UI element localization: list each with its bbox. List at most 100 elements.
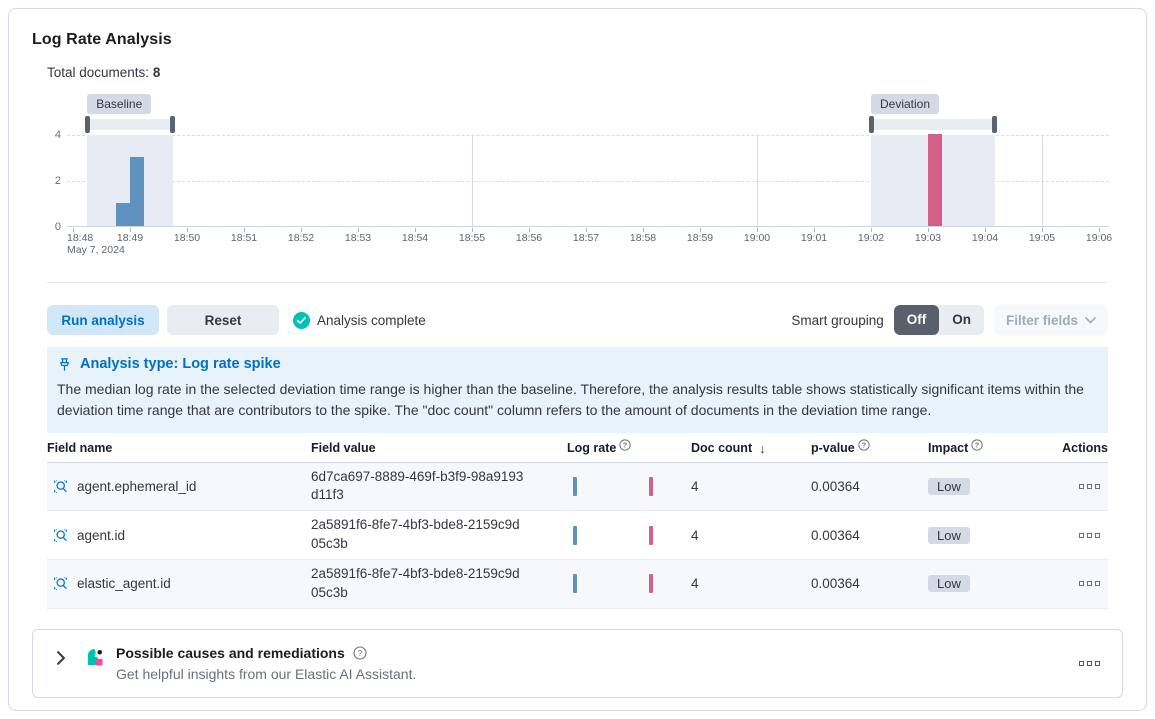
log-rate-cell xyxy=(567,476,691,496)
x-axis-tick-label: 18:51 xyxy=(230,232,258,244)
x-axis-tick-label: 18:55 xyxy=(458,232,486,244)
impact-cell: Low xyxy=(928,575,1045,593)
table-header-row: Field name Field value Log rate? Doc cou… xyxy=(47,439,1108,463)
x-axis-tick-label: 19:01 xyxy=(800,232,828,244)
table-row: agent.id 2a5891f6-8fe7-4bf3-bde8-2159c9d0… xyxy=(47,511,1108,561)
pin-icon xyxy=(60,357,69,371)
x-axis-tick-label: 19:02 xyxy=(857,232,885,244)
field-value-cell: 2a5891f6-8fe7-4bf3-bde8-2159c9d05c3b xyxy=(311,517,520,552)
controls-row: Run analysis Reset Analysis complete Sma… xyxy=(47,305,1108,335)
callout-title: Analysis type: Log rate spike xyxy=(80,356,281,372)
field-name-cell: agent.ephemeral_id xyxy=(47,478,311,495)
analysis-status-label: Analysis complete xyxy=(317,312,426,328)
deviation-brush[interactable] xyxy=(869,116,997,133)
log-rate-cell xyxy=(567,525,691,545)
field-name-text: agent.id xyxy=(77,527,126,543)
filter-fields-label: Filter fields xyxy=(1005,312,1078,328)
assistant-actions-button[interactable] xyxy=(1077,659,1102,668)
smart-grouping-off-button[interactable]: Off xyxy=(893,305,940,335)
y-axis-tick-2: 2 xyxy=(54,175,61,187)
header-log-rate[interactable]: Log rate? xyxy=(567,439,691,455)
row-actions-button[interactable] xyxy=(1077,579,1102,588)
document-count-chart: Baseline Deviation 4 2 0 18:48 18:49 18:50… xyxy=(47,92,1113,258)
p-value-cell: 0.00364 xyxy=(811,527,860,543)
header-doc-count[interactable]: Doc count ↓ xyxy=(691,440,766,456)
deviation-histogram-bar xyxy=(928,134,942,226)
doc-count-cell: 4 xyxy=(691,576,699,592)
filter-fields-button[interactable]: Filter fields xyxy=(993,305,1108,335)
x-axis-tick-label: 18:58 xyxy=(629,232,657,244)
field-filter-icon[interactable] xyxy=(52,478,69,495)
baseline-brush-right-handle[interactable] xyxy=(169,116,175,133)
field-filter-icon[interactable] xyxy=(52,527,69,544)
deviation-brush-right-handle[interactable] xyxy=(991,116,997,133)
smart-grouping-label: Smart grouping xyxy=(791,312,884,328)
x-axis-tick-label: 19:06 xyxy=(1085,232,1113,244)
table-row: elastic_agent.id 2a5891f6-8fe7-4bf3-bde8-… xyxy=(47,560,1108,609)
x-axis-tick-label: 18:54 xyxy=(401,232,429,244)
x-axis-tick-label: 18:49 xyxy=(116,232,144,244)
impact-cell: Low xyxy=(928,526,1045,544)
field-value-cell: 6d7ca697-8889-469f-b3f9-98a9193d11f3 xyxy=(311,468,524,503)
log-rate-baseline-bar xyxy=(573,476,577,496)
expand-accordion-button[interactable] xyxy=(53,649,69,670)
analysis-results-table: Field name Field value Log rate? Doc cou… xyxy=(47,439,1108,609)
row-actions-button[interactable] xyxy=(1077,531,1102,540)
chevron-right-icon xyxy=(57,651,65,665)
x-axis-tick-label: 19:00 xyxy=(743,232,771,244)
deviation-badge: Deviation xyxy=(871,94,940,114)
log-rate-deviation-bar xyxy=(649,525,653,545)
help-icon[interactable]: ? xyxy=(353,646,367,660)
p-value-cell: 0.00364 xyxy=(811,576,860,592)
baseline-badge: Baseline xyxy=(87,94,152,114)
field-filter-icon[interactable] xyxy=(52,575,69,592)
smart-grouping-toggle: Off On xyxy=(893,305,984,335)
analysis-type-callout: Analysis type: Log rate spike The median… xyxy=(47,347,1108,433)
header-p-value[interactable]: p-value? xyxy=(811,439,928,455)
info-icon[interactable]: ? xyxy=(971,439,983,451)
total-documents: Total documents: 8 xyxy=(47,65,1123,80)
x-axis-tick-label: 18:48 xyxy=(67,232,94,244)
svg-text:?: ? xyxy=(623,441,628,450)
possible-causes-panel: Possible causes and remediations ? Get h… xyxy=(32,628,1123,698)
header-field-value[interactable]: Field value xyxy=(311,441,376,456)
doc-count-cell: 4 xyxy=(691,478,699,494)
baseline-histogram-bar xyxy=(130,157,144,226)
header-impact[interactable]: Impact? xyxy=(928,439,1045,455)
x-axis-tick-label: 18:50 xyxy=(173,232,201,244)
x-axis-tick-label: 19:04 xyxy=(971,232,999,244)
baseline-brush-left-handle[interactable] xyxy=(85,116,91,133)
header-actions: Actions xyxy=(1062,441,1108,456)
field-name-text: agent.ephemeral_id xyxy=(77,478,197,494)
sort-descending-icon[interactable]: ↓ xyxy=(759,440,766,456)
smart-grouping-on-button[interactable]: On xyxy=(939,305,984,335)
svg-text:?: ? xyxy=(975,441,980,450)
log-rate-baseline-bar xyxy=(573,574,577,594)
total-documents-label: Total documents: xyxy=(47,65,150,80)
run-analysis-button[interactable]: Run analysis xyxy=(47,305,159,335)
chart-plot-area[interactable] xyxy=(67,134,1109,227)
baseline-histogram-bar xyxy=(115,203,130,226)
x-axis-tick-label: 19:05 xyxy=(1028,232,1056,244)
y-axis-tick-0: 0 xyxy=(54,221,61,233)
svg-text:?: ? xyxy=(862,441,867,450)
header-field-name[interactable]: Field name xyxy=(47,441,113,456)
doc-count-cell: 4 xyxy=(691,527,699,543)
row-actions-button[interactable] xyxy=(1077,482,1102,491)
section-divider xyxy=(47,282,1108,283)
elastic-ai-assistant-icon xyxy=(87,648,103,666)
log-rate-analysis-panel: Log Rate Analysis Total documents: 8 Bas… xyxy=(8,8,1147,711)
impact-badge: Low xyxy=(928,575,970,593)
possible-causes-title: Possible causes and remediations xyxy=(116,644,345,661)
info-icon[interactable]: ? xyxy=(619,439,631,451)
log-rate-deviation-bar xyxy=(649,476,653,496)
impact-badge: Low xyxy=(928,526,970,544)
reset-button[interactable]: Reset xyxy=(167,305,279,335)
callout-body: The median log rate in the selected devi… xyxy=(57,381,1084,419)
info-icon[interactable]: ? xyxy=(858,439,870,451)
deviation-brush-left-handle[interactable] xyxy=(869,116,874,133)
total-documents-value: 8 xyxy=(152,65,161,80)
x-axis-tick-label: 18:56 xyxy=(515,232,543,244)
baseline-brush[interactable] xyxy=(85,116,175,133)
svg-text:?: ? xyxy=(357,648,362,658)
